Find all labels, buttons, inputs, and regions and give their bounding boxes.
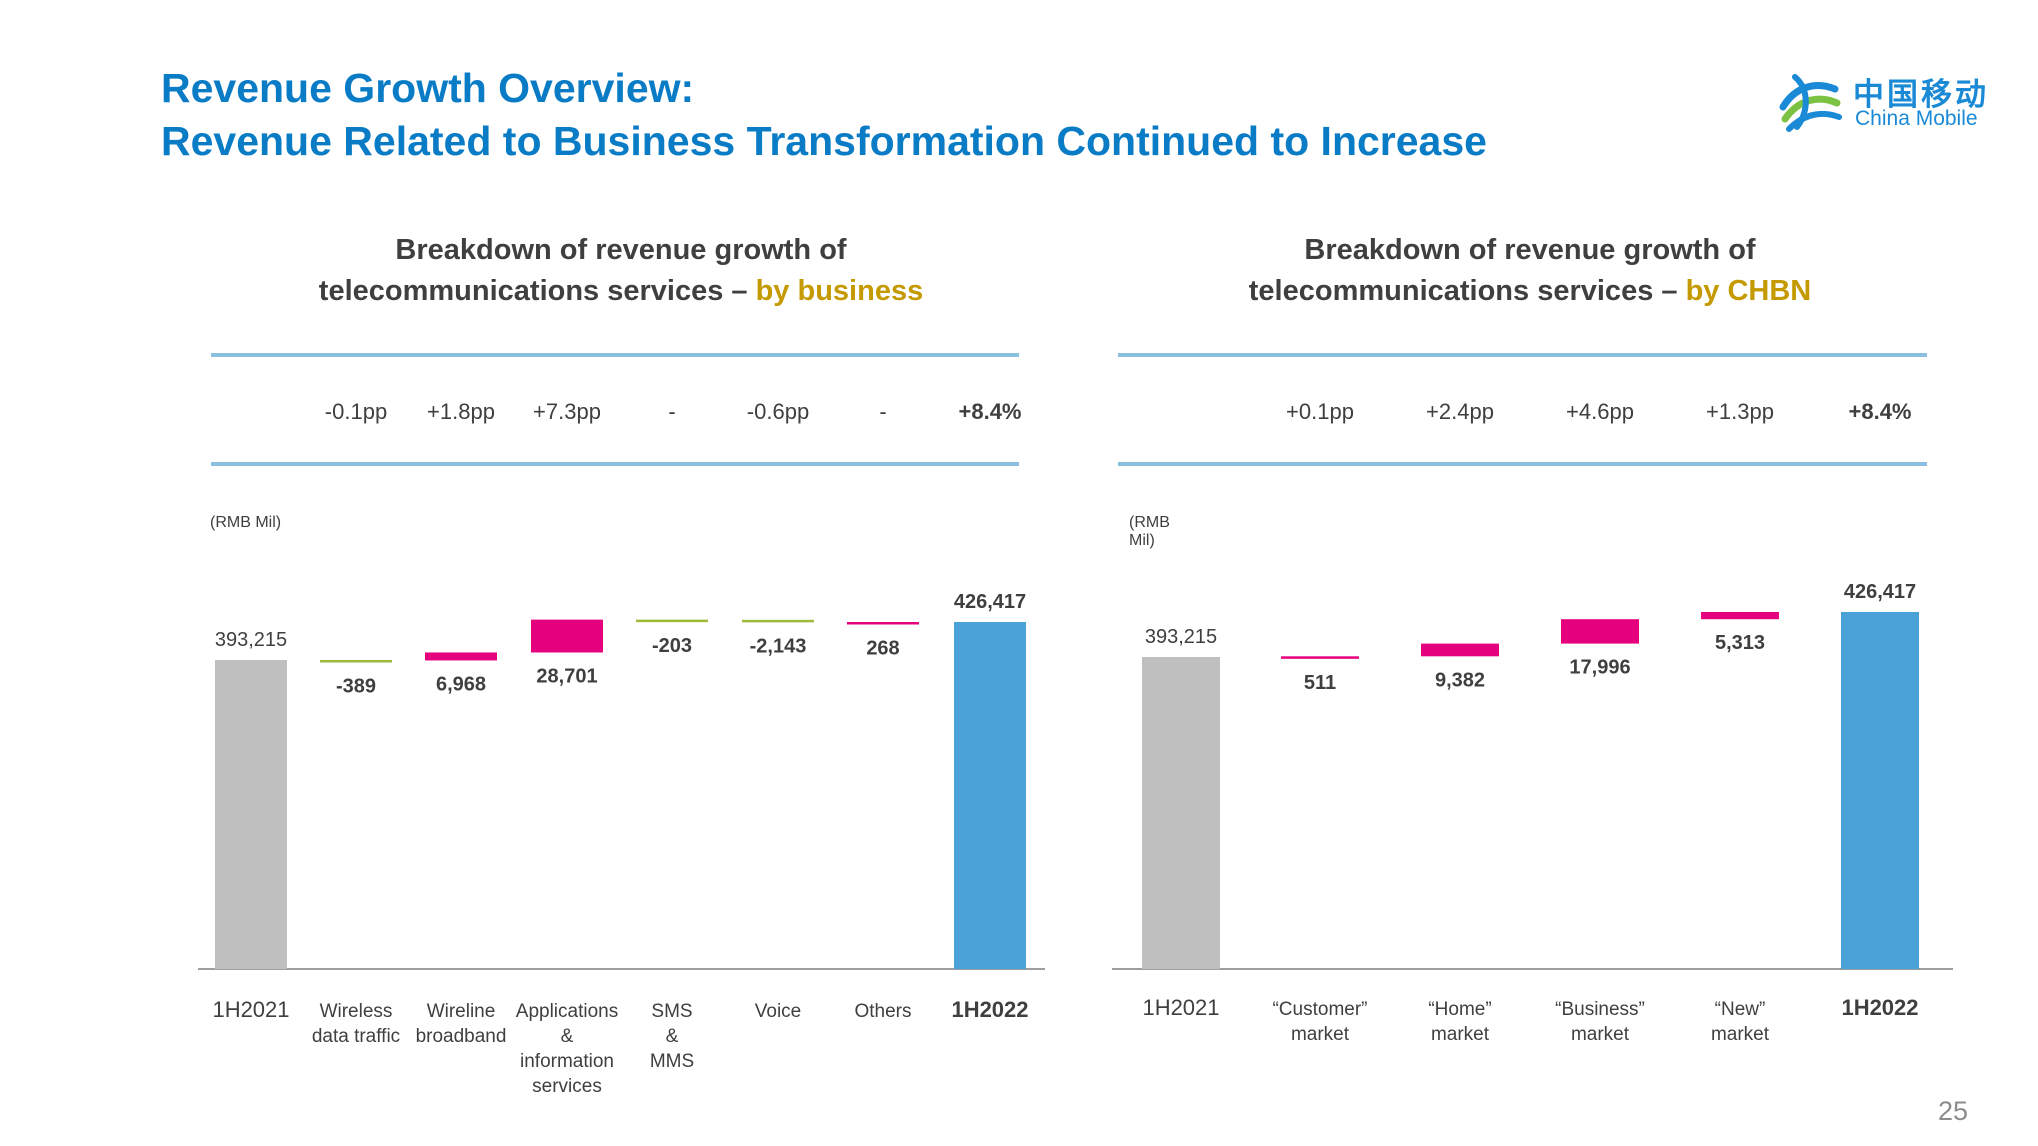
data-label: 268 [866,638,899,660]
data-label: 5,313 [1715,632,1765,654]
x-tick-label: information [520,1051,614,1072]
x-tick-label: & [666,1026,679,1047]
bar-2 [320,660,392,663]
growth-contribution-label: +0.1pp [1286,399,1354,424]
growth-contribution-label: +4.6pp [1566,399,1634,424]
data-label: 426,417 [1844,581,1916,603]
bar-1 [1142,657,1220,969]
x-tick-label: MMS [650,1051,694,1072]
growth-contribution-label: +2.4pp [1426,399,1494,424]
page-title-line2: Revenue Related to Business Transformati… [161,118,1487,164]
x-tick-label: “New” [1715,999,1766,1020]
chart-by-chbn: Breakdown of revenue growth of telecommu… [0,0,1811,1146]
bar-3 [1421,643,1499,657]
growth-contribution-label: +8.4% [1849,399,1912,424]
data-label: 393,215 [215,629,287,651]
x-tick-label: “Customer” [1272,999,1367,1020]
x-tick-label: market [1571,1024,1630,1045]
data-label: 511 [1304,672,1336,694]
bar-5 [1701,612,1779,620]
china-mobile-logo-icon [1779,74,1842,132]
chart-title-prefix: telecommunications services – [1248,275,1686,307]
waterfall-chart-1: 393,215 1H2021 -389 -0.1pp Wireless data traf… [198,353,1045,1097]
chart-title-line1: Breakdown of revenue growth of [395,234,847,266]
growth-contribution-label: +1.3pp [1706,399,1774,424]
x-tick-label: 1H2021 [1142,995,1219,1020]
bar-8 [954,622,1026,969]
data-label: 28,701 [536,665,597,687]
bar-4 [531,619,603,653]
bar-6 [1841,612,1919,969]
bar-4 [1561,619,1639,644]
bar-3 [425,652,497,661]
x-tick-label: 1H2021 [212,997,289,1022]
bar-6 [742,619,814,623]
x-tick-label: 1H2022 [1841,995,1918,1020]
chart-title-line1: Breakdown of revenue growth of [1304,234,1756,266]
data-label: 6,968 [436,673,486,695]
growth-contribution-label: - [668,399,675,424]
data-label: -2,143 [750,635,807,657]
x-tick-label: & [561,1026,574,1047]
chart-title-line2: telecommunications services – by busines… [211,271,1031,312]
company-logo: 中国移动 China Mobile [1775,65,2005,145]
data-label: 426,417 [954,591,1026,613]
data-label: 9,382 [1435,669,1485,691]
x-tick-label: Applications [516,1001,618,1022]
chart-title: Breakdown of revenue growth of telecommu… [211,230,1031,312]
x-tick-label: SMS [651,1001,692,1022]
growth-contribution-label: -0.6pp [747,399,809,424]
bar-7 [847,622,919,625]
x-tick-label: “Home” [1428,999,1491,1020]
data-label: 17,996 [1569,657,1630,679]
logo-english-text: China Mobile [1855,107,1978,130]
page-number: 25 [1938,1096,1969,1126]
chart-title-line2: telecommunications services – by CHBN [1120,271,1940,312]
data-label: 393,215 [1145,626,1217,648]
unit-label: (RMB Mil) [1129,514,1170,549]
x-tick-label: Wireless [320,1001,393,1022]
x-tick-label: services [532,1076,602,1097]
growth-contribution-label: +7.3pp [533,399,601,424]
page-title: Revenue Growth Overview: Revenue Related… [161,62,1487,168]
x-tick-label: data traffic [312,1026,400,1047]
unit-label: (RMB Mil) [210,514,282,531]
x-tick-label: market [1291,1024,1350,1045]
growth-contribution-label: -0.1pp [325,399,387,424]
x-tick-label: broadband [416,1026,507,1047]
x-tick-label: market [1431,1024,1490,1045]
growth-contribution-label: - [879,399,886,424]
x-tick-label: Voice [755,1001,801,1022]
page-title-line1: Revenue Growth Overview: [161,65,695,111]
x-tick-label: Wireline [427,1001,496,1022]
data-label: -203 [652,635,692,657]
x-tick-label: 1H2022 [951,997,1028,1022]
x-tick-label: Others [854,1001,911,1022]
chart-title-highlight: by business [755,275,924,307]
chart-by-business: Breakdown of revenue growth of telecommu… [0,0,1000,1146]
chart-title-highlight: by CHBN [1685,275,1812,307]
x-tick-label: “Business” [1555,999,1645,1020]
logo-chinese-text: 中国移动 [1853,77,1989,112]
data-label: -389 [336,676,376,698]
bar-5 [636,619,708,623]
growth-contribution-label: +8.4% [959,399,1022,424]
chart-title: Breakdown of revenue growth of telecommu… [1120,230,1940,312]
bar-2 [1281,656,1359,659]
waterfall-chart-2: 393,215 1H2021 511 +0.1pp “Customer” market 9,… [1112,353,1953,1045]
bar-1 [215,660,287,969]
x-tick-label: market [1711,1024,1770,1045]
growth-contribution-label: +1.8pp [427,399,495,424]
chart-title-prefix: telecommunications services – [318,275,756,307]
